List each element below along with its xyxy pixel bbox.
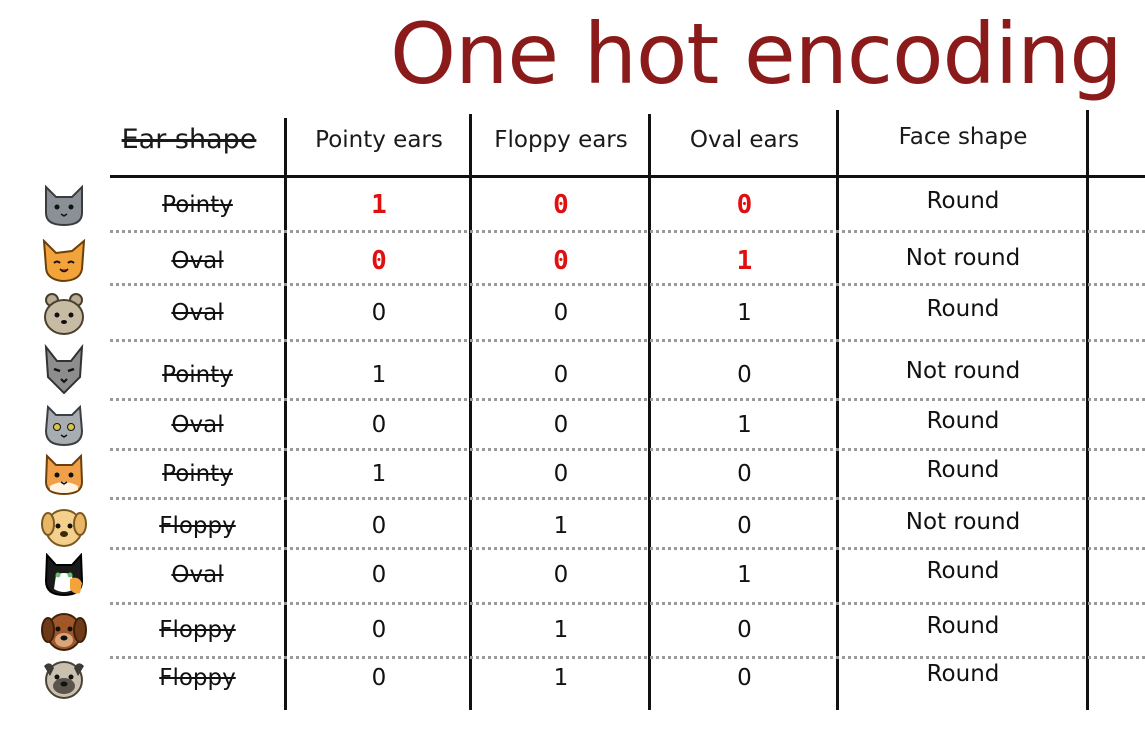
floppy-ears-value: 0 bbox=[553, 562, 569, 588]
gray-wolf-cat-icon bbox=[44, 344, 84, 394]
silver-cat-icon bbox=[44, 404, 84, 447]
pointy-ears-value: 0 bbox=[371, 617, 387, 643]
ear-shape-value: Pointy bbox=[162, 192, 233, 218]
ear-shape-value: Floppy bbox=[159, 665, 236, 691]
ear-shape-value: Pointy bbox=[162, 362, 233, 388]
slide-title: One hot encoding bbox=[390, 5, 1123, 103]
column-rule bbox=[1086, 110, 1089, 710]
table-row: Floppy 0 1 0 Not round bbox=[0, 501, 1145, 551]
row-separator bbox=[110, 339, 1145, 342]
table-row: Pointy 1 0 0 Not round bbox=[0, 344, 1145, 400]
ear-shape-value: Floppy bbox=[159, 617, 236, 643]
pointy-ears-value: 1 bbox=[371, 362, 387, 388]
pug-dog-icon bbox=[44, 661, 84, 699]
header-rule bbox=[110, 175, 1145, 178]
column-rule bbox=[648, 114, 651, 710]
face-shape-value: Round bbox=[926, 661, 1000, 687]
floppy-ears-value: 1 bbox=[553, 665, 569, 691]
table-row: Pointy 1 0 0 Round bbox=[0, 180, 1145, 230]
row-separator bbox=[110, 602, 1145, 605]
oval-ears-value: 1 bbox=[737, 300, 752, 326]
face-shape-value: Round bbox=[926, 188, 1000, 214]
floppy-ears-value: 0 bbox=[553, 190, 569, 220]
oval-ears-value: 0 bbox=[737, 461, 752, 487]
face-shape-value: Round bbox=[926, 408, 1000, 434]
oval-ears-value: 1 bbox=[737, 412, 752, 438]
pointy-ears-value: 0 bbox=[371, 300, 387, 326]
column-rule bbox=[469, 114, 472, 710]
oval-ears-value: 0 bbox=[737, 617, 752, 643]
header-ear-shape: Ear shape bbox=[121, 124, 257, 155]
pointy-ears-value: 0 bbox=[371, 513, 387, 539]
table-row: Oval 0 0 1 Round bbox=[0, 288, 1145, 338]
floppy-ears-value: 0 bbox=[553, 362, 569, 388]
golden-dog-icon bbox=[41, 509, 87, 547]
floppy-ears-value: 1 bbox=[553, 513, 569, 539]
floppy-ears-value: 0 bbox=[553, 300, 569, 326]
oval-ears-value: 1 bbox=[737, 562, 752, 588]
ear-shape-value: Oval bbox=[171, 562, 224, 588]
pointy-ears-value: 0 bbox=[371, 665, 387, 691]
header-face-shape: Face shape bbox=[898, 124, 1028, 150]
table-row: Oval 0 0 1 Not round bbox=[0, 236, 1145, 286]
ear-shape-value: Pointy bbox=[162, 461, 233, 487]
ear-shape-value: Floppy bbox=[159, 513, 236, 539]
floppy-ears-value: 1 bbox=[553, 617, 569, 643]
table-row: Oval 0 0 1 Round bbox=[0, 550, 1145, 600]
face-shape-value: Round bbox=[926, 613, 1000, 639]
floppy-ears-value: 0 bbox=[553, 246, 569, 276]
face-shape-value: Round bbox=[926, 457, 1000, 483]
tan-cat-icon bbox=[44, 293, 84, 335]
face-shape-value: Not round bbox=[905, 509, 1021, 535]
brown-dog-icon bbox=[41, 613, 87, 651]
face-shape-value: Round bbox=[926, 558, 1000, 584]
oval-ears-value: 0 bbox=[737, 665, 752, 691]
pointy-ears-value: 1 bbox=[371, 461, 387, 487]
pointy-ears-value: 0 bbox=[371, 412, 387, 438]
row-separator bbox=[110, 547, 1145, 550]
pointy-ears-value: 0 bbox=[371, 246, 387, 276]
table-row: Pointy 1 0 0 Round bbox=[0, 449, 1145, 499]
header-pointy-ears: Pointy ears bbox=[315, 127, 443, 153]
face-shape-value: Not round bbox=[905, 358, 1021, 384]
oval-ears-value: 0 bbox=[736, 190, 753, 220]
oval-ears-value: 1 bbox=[736, 246, 753, 276]
floppy-ears-value: 0 bbox=[553, 461, 569, 487]
oval-ears-value: 0 bbox=[737, 362, 752, 388]
ear-shape-value: Oval bbox=[171, 300, 224, 326]
row-separator bbox=[110, 230, 1145, 233]
face-shape-value: Round bbox=[926, 296, 1000, 322]
row-separator bbox=[110, 497, 1145, 500]
oval-ears-value: 0 bbox=[737, 513, 752, 539]
table-row: Oval 0 0 1 Round bbox=[0, 400, 1145, 450]
orange-cat-icon bbox=[42, 239, 86, 283]
header-oval-ears: Oval ears bbox=[689, 127, 800, 153]
tuxedo-cat-icon bbox=[44, 553, 84, 597]
column-rule bbox=[836, 110, 839, 710]
ginger-cat-icon bbox=[44, 453, 84, 496]
pointy-ears-value: 1 bbox=[371, 190, 387, 220]
header-floppy-ears: Floppy ears bbox=[494, 127, 628, 153]
pointy-ears-value: 0 bbox=[371, 562, 387, 588]
row-separator bbox=[110, 656, 1145, 659]
row-separator bbox=[110, 283, 1145, 286]
ear-shape-value: Oval bbox=[171, 248, 224, 274]
gray-cat-icon bbox=[45, 184, 83, 227]
face-shape-value: Not round bbox=[905, 245, 1021, 271]
ear-shape-value: Oval bbox=[171, 412, 224, 438]
row-separator bbox=[110, 398, 1145, 401]
floppy-ears-value: 0 bbox=[553, 412, 569, 438]
table-row: Floppy 0 1 0 Round bbox=[0, 653, 1145, 703]
row-separator bbox=[110, 448, 1145, 451]
table-row: Floppy 0 1 0 Round bbox=[0, 605, 1145, 655]
column-rule bbox=[284, 118, 287, 710]
